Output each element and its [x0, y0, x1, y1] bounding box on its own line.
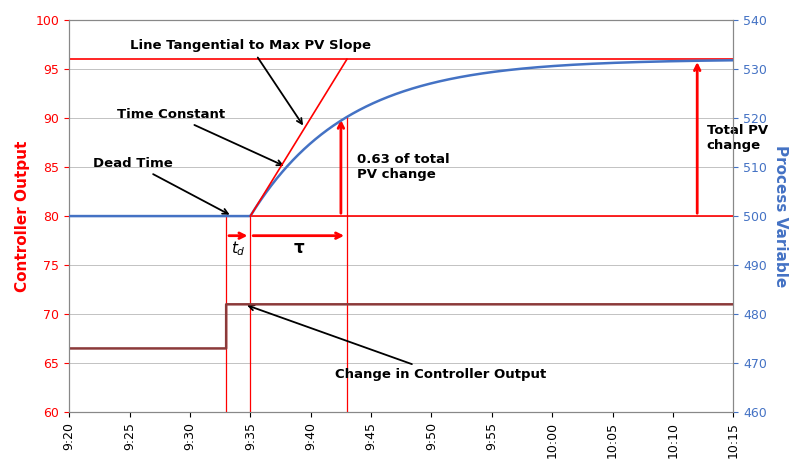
Y-axis label: Process Variable: Process Variable [772, 145, 787, 287]
Y-axis label: Controller Output: Controller Output [15, 140, 30, 292]
Text: $t_d$: $t_d$ [230, 239, 245, 258]
Text: Line Tangential to Max PV Slope: Line Tangential to Max PV Slope [129, 39, 370, 124]
Text: Total PV
change: Total PV change [706, 123, 767, 152]
Text: Change in Controller Output: Change in Controller Output [249, 305, 545, 381]
Text: 0.63 of total
PV change: 0.63 of total PV change [356, 152, 448, 181]
Text: Time Constant: Time Constant [117, 108, 282, 165]
Text: Dead Time: Dead Time [93, 157, 228, 214]
Text: τ: τ [293, 239, 304, 257]
